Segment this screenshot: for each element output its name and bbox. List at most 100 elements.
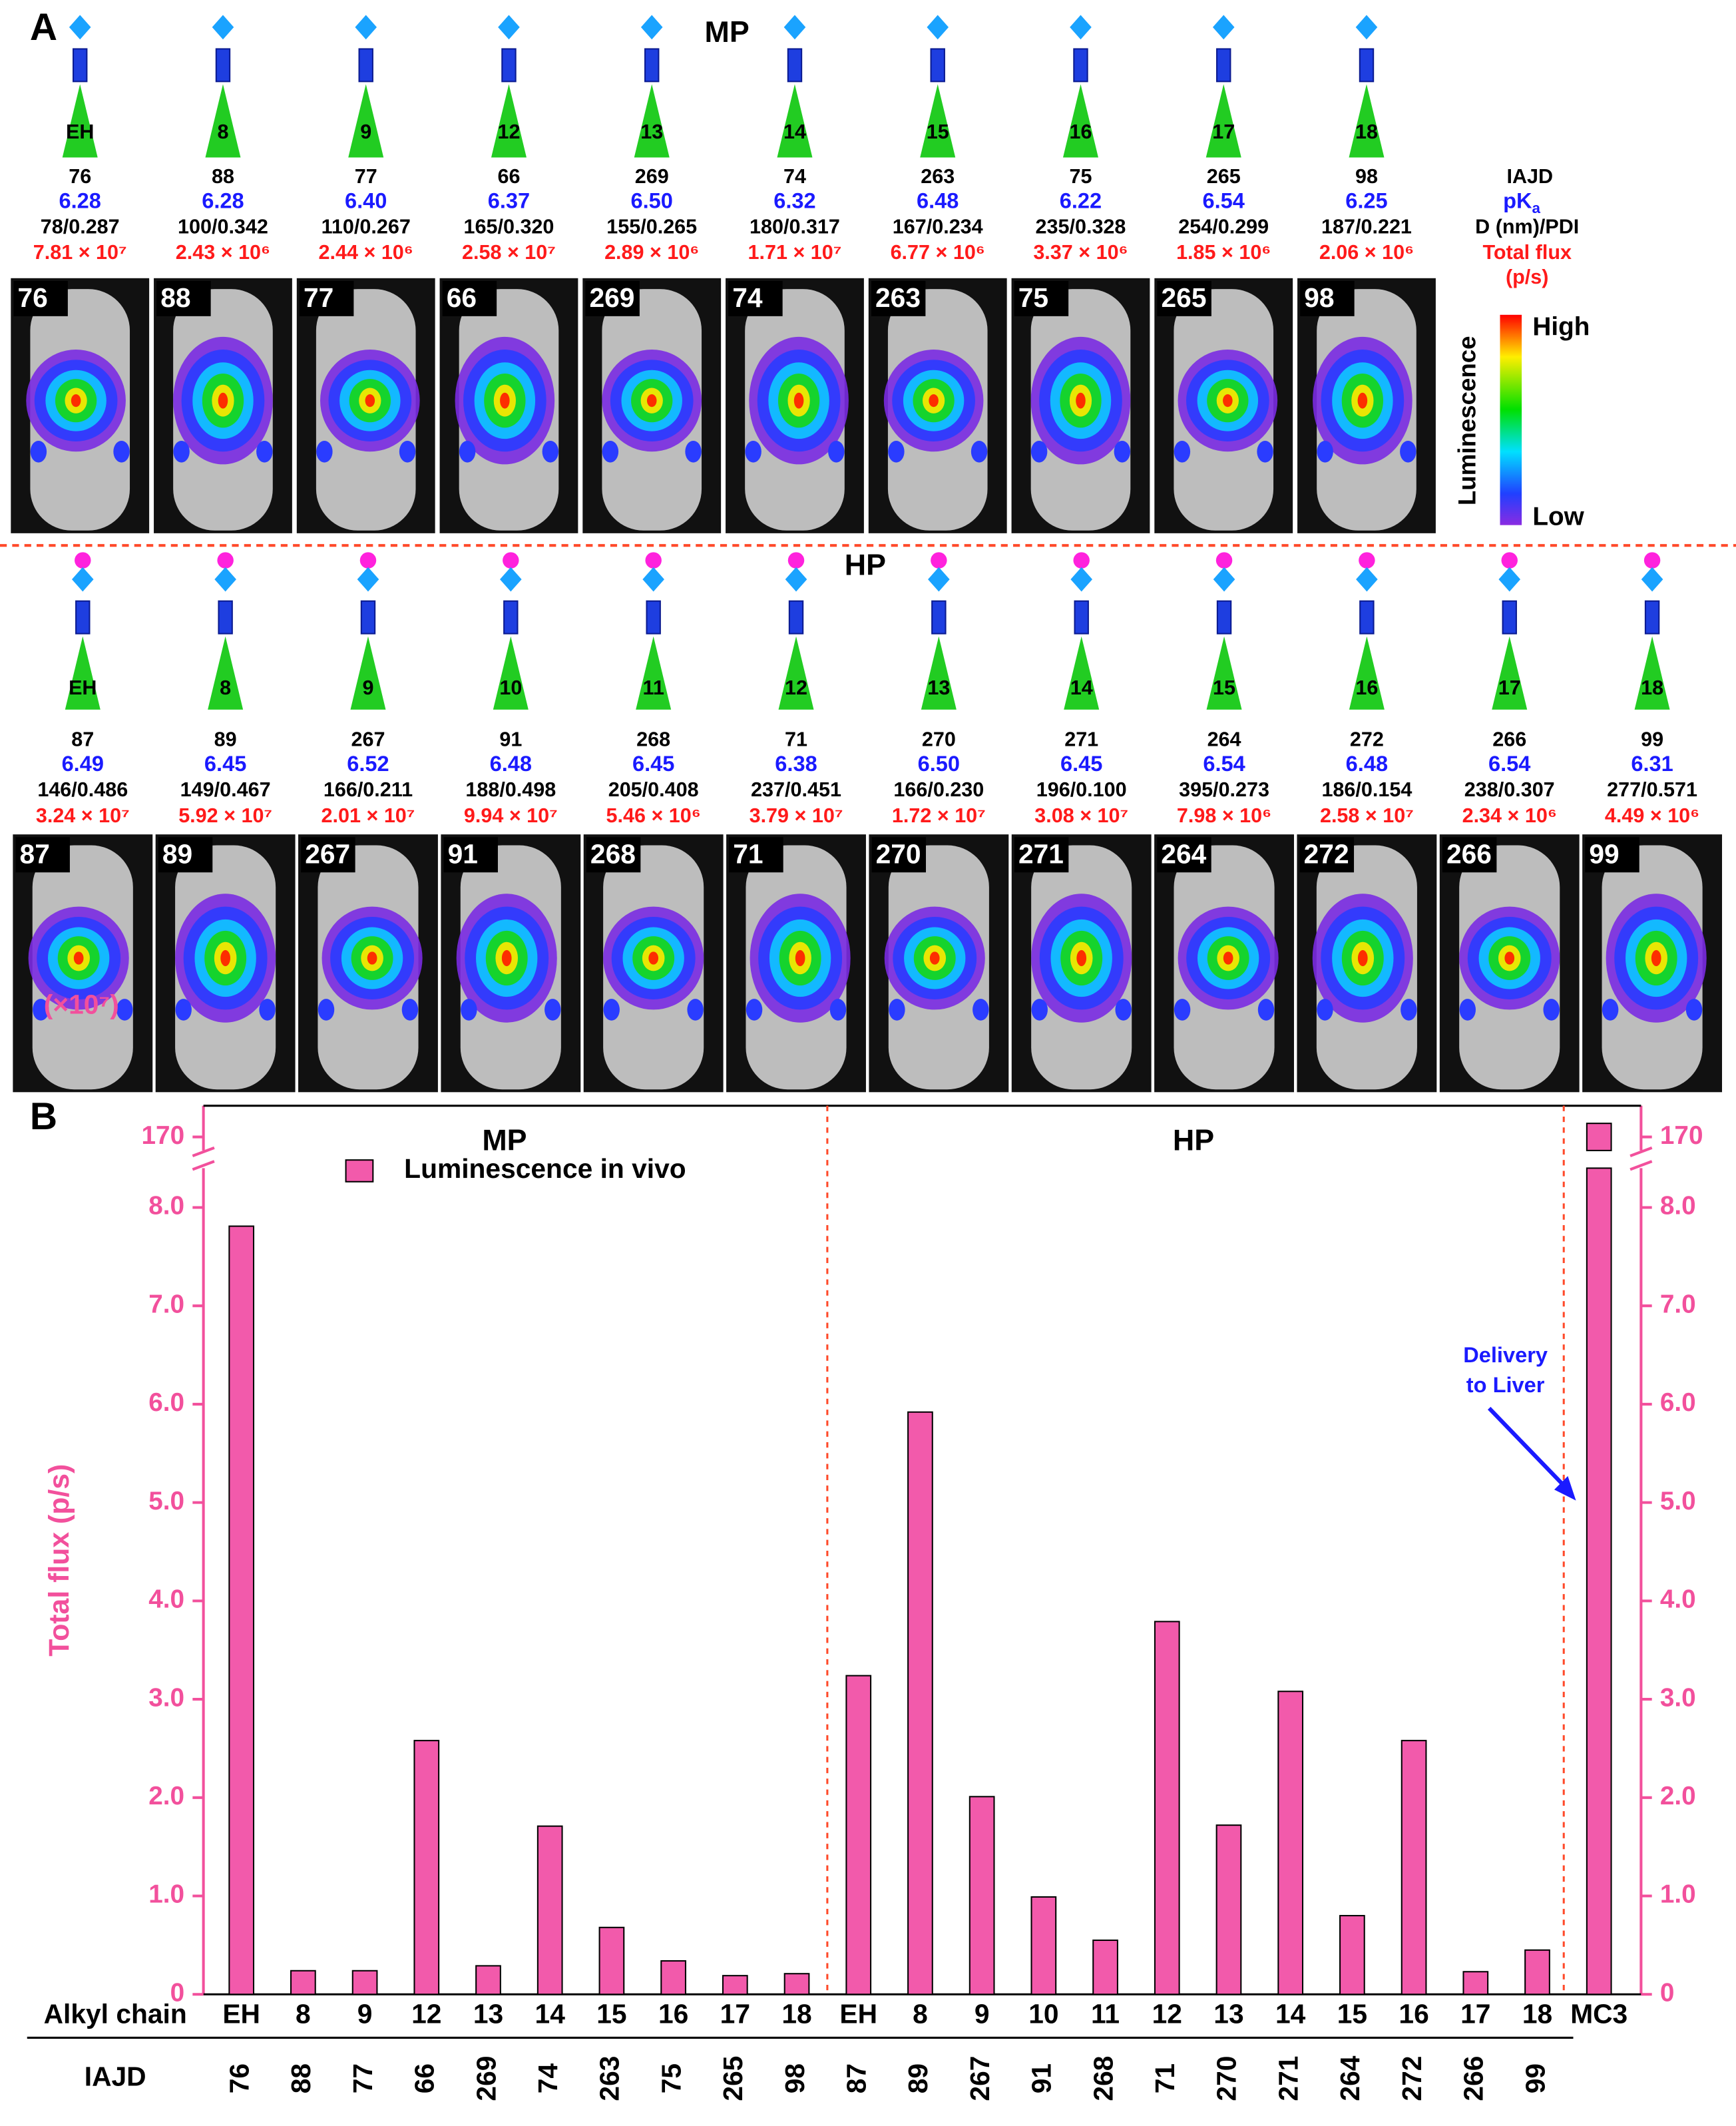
image-id: 87 [20, 839, 50, 870]
icon-linker [1359, 48, 1375, 83]
pka-label: 6.54 [1488, 751, 1530, 776]
alkyl-label: 9 [360, 121, 371, 143]
x-tick-label: EH [222, 1999, 260, 2029]
icon-diamond [1212, 15, 1235, 40]
icon-linker [646, 600, 661, 635]
flux-label: 3.24 × 10⁷ [36, 804, 130, 827]
icon-diamond [1213, 567, 1235, 592]
luminescence [1076, 392, 1086, 409]
flux-label: 5.92 × 10⁷ [178, 804, 272, 827]
x-tick-label: 15 [1337, 1999, 1367, 2029]
annotation-arrowhead [1554, 1475, 1576, 1501]
iajd-label: 88 [286, 2063, 316, 2093]
luminescence [365, 394, 375, 407]
bar [1524, 1949, 1550, 1995]
bar [722, 1975, 748, 1995]
axis-break [1629, 1146, 1653, 1171]
luminescence [1504, 951, 1515, 965]
y2-tick-label: 8.0 [1660, 1192, 1696, 1220]
icon-linker [1216, 600, 1232, 635]
flux-label: 2.89 × 10⁶ [604, 241, 699, 264]
luminescence [1543, 999, 1560, 1021]
bar [1339, 1915, 1365, 1995]
flux-label: 3.79 × 10⁷ [750, 804, 843, 827]
icon-diamond [1070, 15, 1092, 40]
bar-upper [1586, 1123, 1612, 1151]
icon-linker [644, 48, 660, 83]
group-label: HP [845, 549, 886, 582]
icon-head [1501, 552, 1518, 569]
flux-label: 4.49 × 10⁶ [1605, 804, 1699, 827]
icon-linker [788, 600, 804, 635]
x-tick-label: 17 [1460, 1999, 1490, 2029]
alkyl-label: 14 [783, 121, 806, 143]
icon-tail [1492, 636, 1528, 710]
luminescence [602, 440, 619, 463]
iajd-label: 75 [656, 2063, 686, 2093]
luminescence [829, 999, 847, 1021]
icon-diamond [357, 567, 379, 592]
id-box [15, 837, 70, 873]
icon-diamond [500, 567, 522, 592]
icon-diamond [640, 15, 663, 40]
id-box [13, 280, 68, 316]
luminescence [1459, 999, 1476, 1021]
bar [1586, 1167, 1612, 1995]
iajd-label: 271 [1064, 728, 1098, 751]
iajd-label: 75 [1069, 165, 1092, 188]
icon-head [1643, 552, 1661, 569]
bar [1277, 1691, 1304, 1995]
y-tick-label: 170 [142, 1121, 185, 1150]
alkyl-label: 12 [497, 121, 520, 143]
alkyl-label: EH [66, 121, 94, 143]
id-box [301, 837, 355, 873]
row-label: IAJD [85, 2061, 146, 2091]
image-id: 268 [590, 839, 636, 870]
bar [1030, 1896, 1057, 1995]
icon-head [1359, 552, 1375, 569]
flux-label: 6.77 × 10⁶ [891, 241, 985, 264]
bar [660, 1960, 686, 1995]
luminescence [73, 951, 84, 965]
image-id: 91 [448, 839, 478, 870]
icon-diamond [71, 567, 94, 592]
alkyl-label: 11 [643, 676, 664, 699]
icon-head [503, 552, 519, 569]
group-label: HP [1173, 1124, 1214, 1157]
flux-label: 1.72 × 10⁷ [892, 804, 986, 827]
iajd-label: 269 [471, 2056, 501, 2101]
annotation: Delivery [1463, 1342, 1548, 1367]
image-id: 88 [160, 282, 190, 313]
image-id: 264 [1161, 839, 1206, 870]
luminescence [1317, 999, 1333, 1021]
icon-diamond [1498, 567, 1521, 592]
iajd-label: 272 [1350, 728, 1384, 751]
luminescence [30, 440, 47, 463]
flux-label: 7.98 × 10⁶ [1177, 804, 1271, 827]
pka-label: 6.48 [490, 751, 532, 776]
x-tick-label: 14 [535, 1999, 566, 2029]
luminescence [116, 999, 133, 1021]
icon-diamond [69, 15, 91, 40]
icon-linker [931, 600, 947, 635]
alkyl-label: 18 [1641, 676, 1663, 699]
luminescence [973, 999, 989, 1021]
id-box [443, 837, 498, 873]
group-label: MP [704, 15, 749, 49]
size-label: 100/0.342 [178, 215, 268, 238]
luminescence [459, 440, 476, 463]
size-label: 180/0.317 [750, 215, 840, 238]
x-tick-label: 13 [473, 1999, 503, 2029]
icon-linker [501, 48, 517, 83]
icon-diamond [355, 15, 377, 40]
luminescence [1357, 392, 1368, 409]
luminescence [1174, 999, 1191, 1021]
x-tick-label: 13 [1213, 1999, 1243, 2029]
luminescence [746, 999, 763, 1021]
iajd-label: 99 [1520, 2063, 1550, 2093]
iajd-label: 91 [1026, 2063, 1057, 2093]
iajd-label: 76 [69, 165, 91, 188]
size-label: 146/0.486 [37, 778, 128, 801]
size-label: 395/0.273 [1179, 778, 1269, 801]
flux-label: 9.94 × 10⁷ [464, 804, 558, 827]
